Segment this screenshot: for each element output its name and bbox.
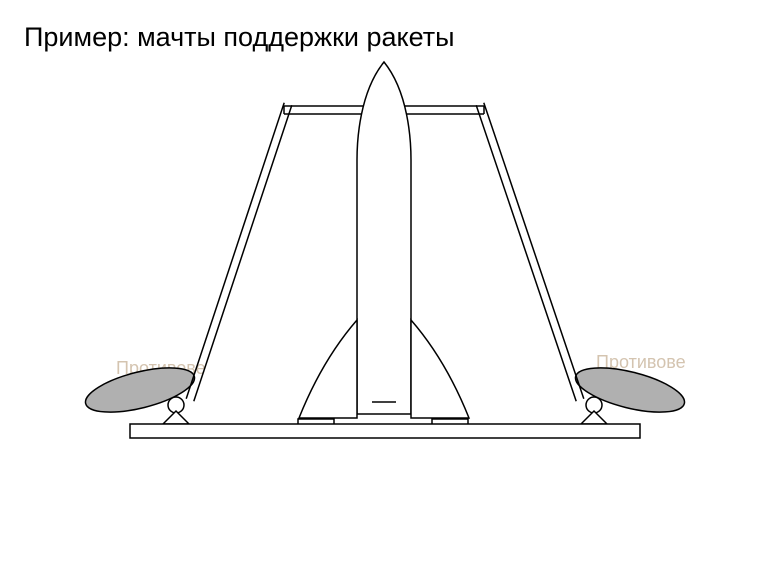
rocket-diagram xyxy=(0,0,768,576)
